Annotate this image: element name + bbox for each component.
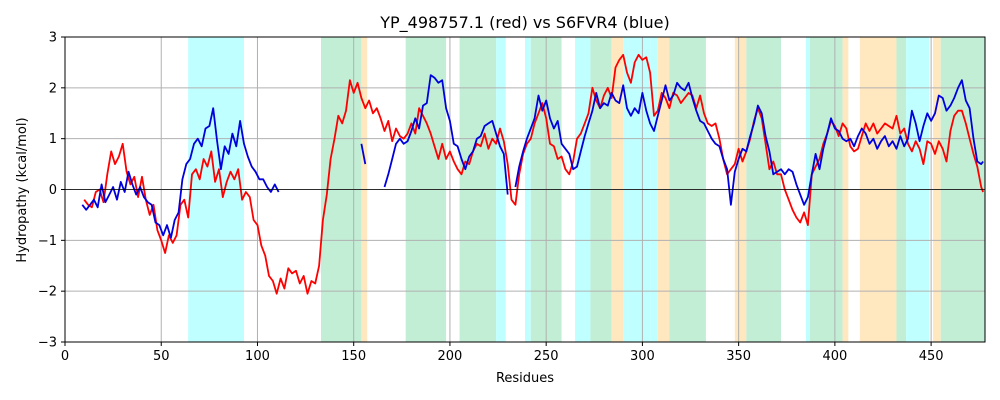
y-tick-label: 0 <box>49 183 57 198</box>
x-tick-label: 350 <box>726 349 751 364</box>
x-tick-label: 100 <box>245 349 270 364</box>
x-tick-label: 300 <box>630 349 655 364</box>
blue-series-line <box>383 74 509 195</box>
x-axis-label: Residues <box>496 371 554 386</box>
blue-series-line <box>360 143 367 165</box>
series-lines <box>81 53 984 295</box>
blue-series-line <box>81 107 280 239</box>
chart-title: YP_498757.1 (red) vs S6FVR4 (blue) <box>379 13 669 33</box>
x-tick-label: 450 <box>919 349 944 364</box>
x-tick-label: 250 <box>534 349 559 364</box>
x-tick-label: 150 <box>341 349 366 364</box>
y-tick-label: −2 <box>38 285 57 300</box>
x-tick-label: 50 <box>153 349 170 364</box>
y-tick-label: 1 <box>49 132 57 147</box>
x-tick-label: 0 <box>61 349 69 364</box>
y-tick-label: −3 <box>38 336 57 351</box>
axes: 0 50 100 150 200 250 300 350 400 450 −3 −2 −1 0 1 2 3 <box>38 31 986 364</box>
x-tick-label: 200 <box>438 349 463 364</box>
y-tick-label: 3 <box>49 31 57 46</box>
blue-series-line <box>514 79 984 206</box>
x-tick-label: 400 <box>822 349 847 364</box>
y-axis-label: Hydropathy (kcal/mol) <box>15 117 30 262</box>
y-tick-label: −1 <box>38 234 57 249</box>
y-tick-label: 2 <box>49 81 57 96</box>
